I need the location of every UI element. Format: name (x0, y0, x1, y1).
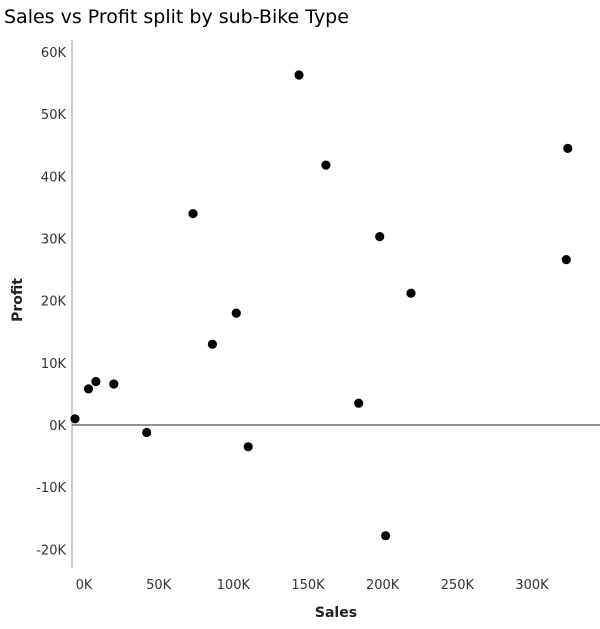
data-points (70, 70, 573, 541)
y-tick-label: 0K (49, 419, 66, 434)
y-tick-label: 10K (41, 357, 67, 372)
chart-title: Sales vs Profit split by sub-Bike Type (4, 6, 349, 28)
x-tick-label: 250K (441, 578, 475, 593)
data-point[interactable] (70, 414, 80, 424)
x-tick-label: 50K (146, 578, 172, 593)
y-tick-label: -20K (36, 543, 66, 558)
data-point[interactable] (563, 143, 573, 153)
data-point[interactable] (109, 379, 119, 389)
data-point[interactable] (142, 427, 152, 438)
y-tick-label: 40K (41, 170, 67, 185)
x-axis-title: Sales (315, 605, 357, 621)
data-point[interactable] (406, 288, 416, 298)
data-point[interactable] (321, 160, 331, 170)
data-point[interactable] (231, 308, 241, 318)
data-point[interactable] (375, 232, 385, 242)
data-point[interactable] (294, 70, 304, 80)
data-point[interactable] (381, 531, 391, 541)
data-point[interactable] (243, 442, 253, 452)
data-point[interactable] (207, 339, 217, 349)
y-axis-title: Profit (10, 278, 26, 322)
y-tick-label: -10K (36, 481, 66, 496)
x-axis-tick-labels: 0K 50K 100K 150K 200K 250K 300K (76, 578, 550, 593)
y-axis-tick-labels: 60K 50K 40K 30K 20K 10K 0K -10K -20K (36, 46, 66, 558)
x-tick-label: 0K (76, 578, 93, 593)
x-tick-label: 100K (217, 578, 251, 593)
data-point[interactable] (561, 255, 571, 265)
x-tick-label: 150K (291, 578, 325, 593)
y-tick-label: 30K (41, 233, 67, 248)
y-tick-label: 50K (41, 108, 67, 123)
x-tick-label: 300K (515, 578, 549, 593)
y-tick-label: 20K (41, 295, 67, 310)
data-point[interactable] (354, 398, 364, 408)
data-point[interactable] (188, 209, 198, 219)
x-tick-label: 200K (366, 578, 400, 593)
y-tick-label: 60K (41, 46, 67, 61)
data-point[interactable] (91, 376, 101, 387)
data-point[interactable] (83, 384, 94, 394)
